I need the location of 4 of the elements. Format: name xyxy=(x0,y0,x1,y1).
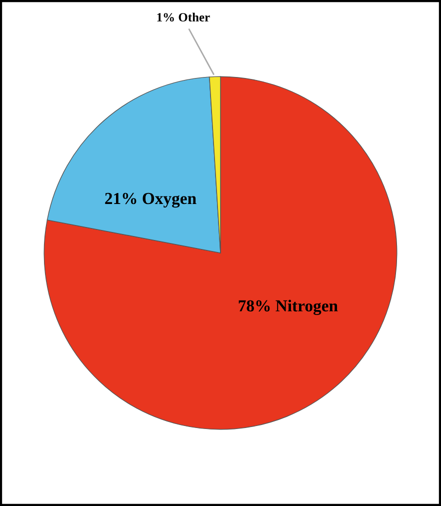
slice-label: 21% Oxygen xyxy=(105,192,196,208)
slice-label: 1% Other xyxy=(157,12,210,22)
pie-slice xyxy=(44,76,398,430)
slice-label: 78% Nitrogen xyxy=(238,300,338,315)
